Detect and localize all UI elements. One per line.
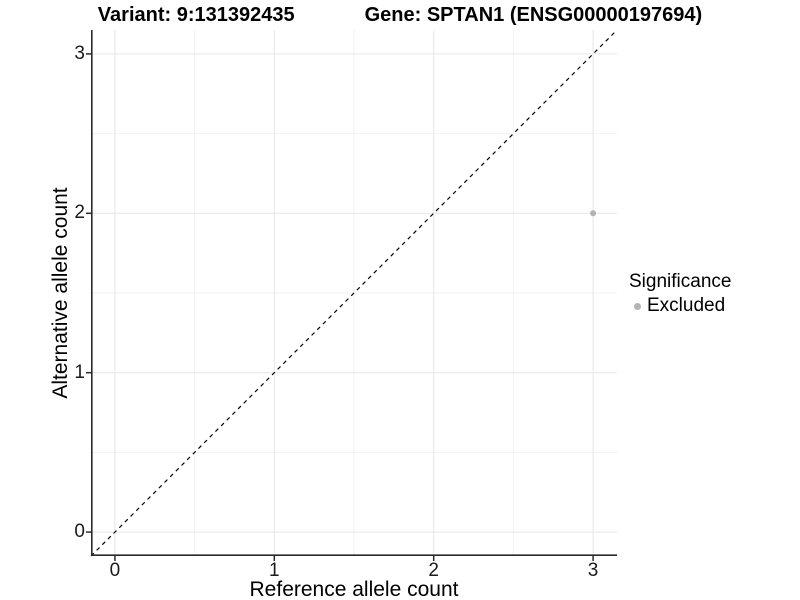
legend: Significance Excluded [629,271,731,317]
legend-title: Significance [629,271,732,292]
x-tick-label: 0 [109,560,121,581]
legend-item-label: Excluded [647,295,726,316]
variant-title: Variant: 9:131392435 [97,4,295,26]
y-tick-label: 2 [74,202,85,224]
y-tick-label: 1 [74,361,85,383]
point-icon [634,302,641,310]
x-tick-label: 1 [269,560,280,581]
plot-title: Variant: 9:131392435 Gene: SPTAN1 (ENSG0… [0,4,800,27]
data-point [590,210,597,217]
identity-dashed-line [90,29,618,557]
plot-panel [86,29,618,561]
gene-title: Gene: SPTAN1 (ENSG00000197694) [364,4,703,26]
x-axis-tick-labels: 0 1 2 3 [91,561,617,583]
y-tick-label: 3 [74,42,85,64]
x-tick-label: 3 [587,560,599,581]
x-tick-label: 2 [428,560,439,581]
x-axis-title: Reference allele count [249,578,459,600]
plot-svg [86,29,618,561]
y-tick-label: 0 [74,521,85,543]
y-axis-tick-labels: 0 1 2 3 [0,30,85,556]
legend-item-excluded: Excluded [629,295,731,317]
